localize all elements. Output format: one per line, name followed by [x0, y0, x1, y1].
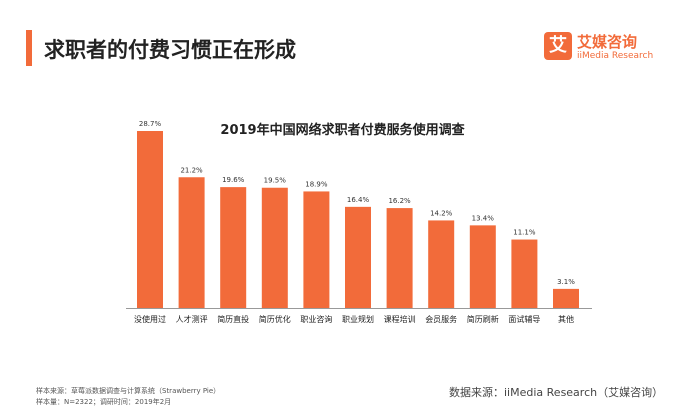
- bar-1: [178, 177, 205, 308]
- bar-9: [511, 239, 538, 308]
- value-label-5: 16.4%: [347, 196, 370, 204]
- value-label-3: 19.5%: [264, 177, 287, 185]
- brand-name-cn: 艾媒咨询: [577, 33, 638, 51]
- brand-mark-icon: 艾: [544, 32, 572, 60]
- category-label-7: 会员服务: [425, 314, 457, 324]
- page-title: 求职者的付费习惯正在形成: [44, 38, 296, 62]
- category-label-2: 简历直投: [217, 314, 249, 324]
- category-label-9: 面试辅导: [508, 314, 540, 324]
- bar-7: [428, 220, 455, 308]
- bar-10: [553, 288, 579, 308]
- value-label-7: 14.2%: [430, 209, 453, 217]
- value-label-4: 18.9%: [305, 180, 328, 188]
- category-label-3: 简历优化: [259, 314, 291, 324]
- bar-5: [345, 206, 371, 308]
- category-label-6: 课程培训: [384, 314, 416, 324]
- category-label-1: 人才测评: [176, 314, 208, 324]
- category-label-0: 没使用过: [134, 314, 166, 324]
- bar-3: [261, 187, 288, 308]
- category-label-10: 其他: [558, 314, 574, 324]
- source-note: 样本来源：草莓派数据调查与计算系统（Strawberry Pie）: [36, 387, 221, 395]
- data-source: 数据来源：iiMedia Research（艾媒咨询）: [449, 386, 664, 399]
- brand-name-en: iiMedia Research: [577, 51, 654, 61]
- category-label-8: 简历刷新: [467, 314, 499, 324]
- bar-6: [386, 208, 413, 308]
- bar-8: [469, 225, 496, 308]
- category-label-5: 职业规划: [342, 314, 374, 324]
- category-label-4: 职业咨询: [300, 314, 332, 324]
- value-label-0: 28.7%: [139, 120, 162, 128]
- brand-logo: 艾 艾媒咨询 iiMedia Research: [544, 30, 668, 66]
- title-accent-bar: [26, 30, 32, 66]
- value-label-8: 13.4%: [472, 214, 495, 222]
- value-label-2: 19.6%: [222, 176, 245, 184]
- value-label-6: 16.2%: [388, 197, 411, 205]
- value-label-9: 11.1%: [513, 229, 536, 237]
- value-label-10: 3.1%: [557, 278, 575, 286]
- sample-note: 样本量：N=2322；调研时间：2019年2月: [36, 398, 172, 406]
- chart-title: 2019年中国网络求职者付费服务使用调查: [220, 123, 465, 138]
- bar-4: [303, 191, 330, 308]
- bar-2: [220, 187, 247, 308]
- bar-0: [137, 131, 163, 308]
- value-label-1: 21.2%: [180, 166, 203, 174]
